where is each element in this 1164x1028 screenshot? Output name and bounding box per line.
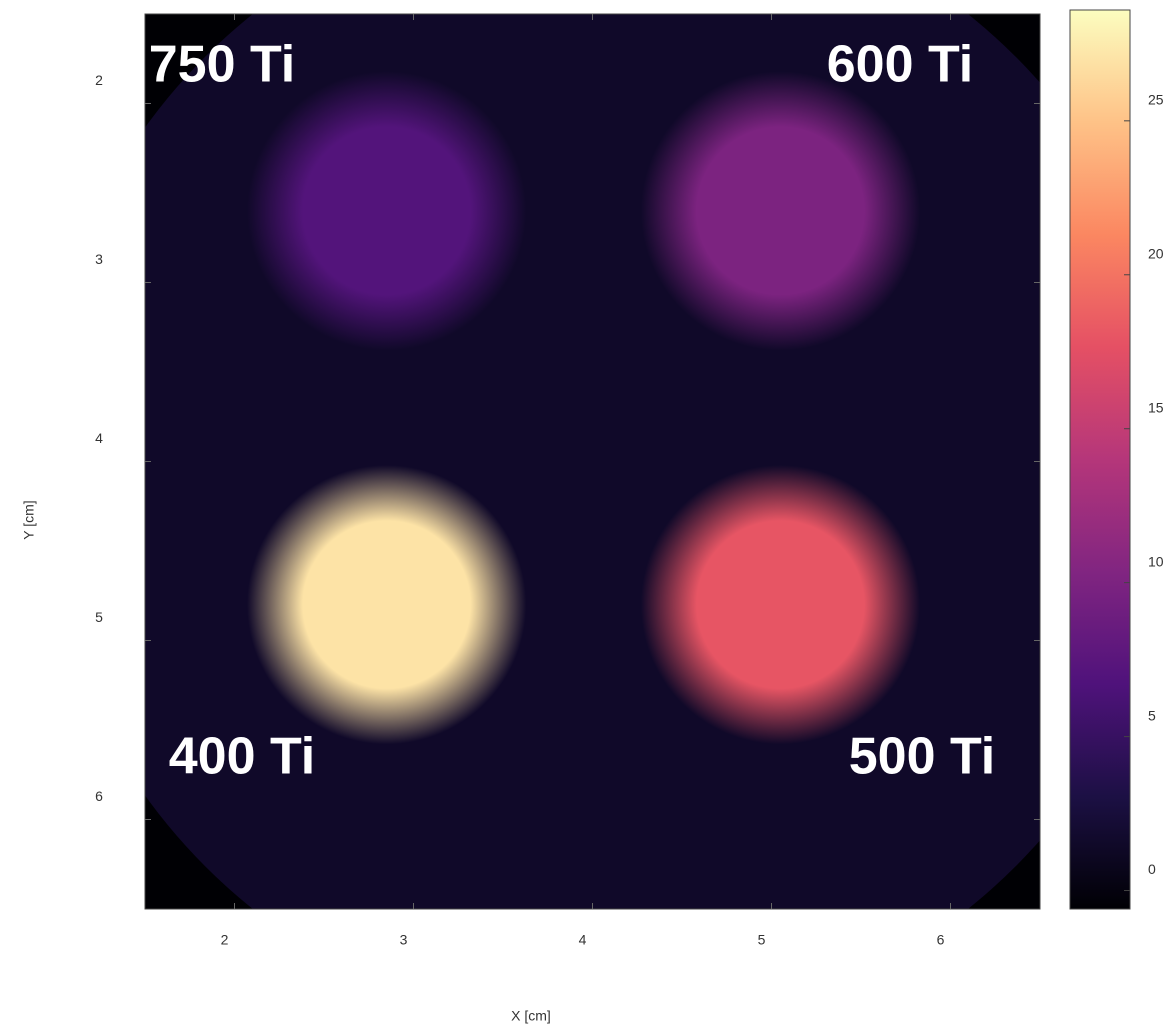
y-tick-label: 2 [95, 72, 103, 88]
spot-label: 400 Ti [169, 728, 315, 786]
y-tick-label: 6 [95, 788, 103, 804]
y-tick-label: 3 [95, 251, 103, 267]
chart: X [cm] Y [cm] 750 Ti 600 Ti 400 Ti 500 Ti 2 3… [0, 0, 1164, 1028]
y-tick-label: 5 [95, 609, 103, 625]
colorbar-tick-label: 0 [1148, 861, 1156, 877]
colorbar-tick-label: 10 [1148, 553, 1164, 569]
spot [247, 465, 526, 744]
x-axis-label: X [cm] [511, 1008, 551, 1024]
spot [247, 71, 526, 350]
colorbar-tick-label: 20 [1148, 245, 1164, 261]
y-tick-label: 4 [95, 430, 103, 446]
spot-label: 600 Ti [827, 36, 973, 94]
colorbar-tick-label: 5 [1148, 707, 1156, 723]
x-tick-label: 4 [579, 932, 587, 948]
spot-label: 750 Ti [149, 36, 295, 94]
colorbar [1070, 10, 1130, 909]
colorbar-tick-label: 25 [1148, 92, 1164, 108]
spot [641, 71, 920, 350]
colorbar-tick-label: 15 [1148, 399, 1164, 415]
x-tick-label: 5 [758, 932, 766, 948]
x-tick-label: 3 [400, 932, 408, 948]
x-tick-label: 6 [937, 932, 945, 948]
x-tick-label: 2 [221, 932, 229, 948]
spot [641, 465, 920, 744]
y-axis-label: Y [cm] [21, 500, 37, 539]
spot-label: 500 Ti [849, 728, 995, 786]
